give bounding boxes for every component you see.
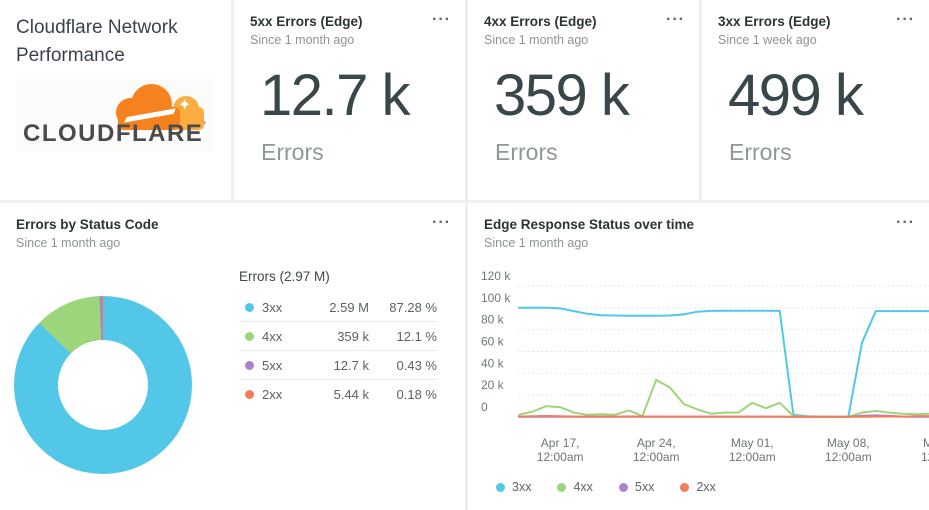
series-color-dot (618, 482, 628, 492)
card-subtitle: Since 1 month ago (484, 33, 589, 47)
series-percent: 12.1 % (396, 328, 437, 344)
stat-value: 12.7 k (260, 63, 411, 128)
card-title: 5xx Errors (Edge) (250, 14, 363, 29)
legend-item-5xx[interactable]: 5xx (618, 480, 655, 494)
x-axis-tick-label: May 15,12:00am (921, 436, 929, 464)
series-color-dot (496, 482, 505, 492)
series-color-dot (245, 331, 254, 341)
series-line-3xx (518, 306, 929, 418)
series-label: 3xx (512, 480, 532, 494)
card-subtitle: Since 1 month ago (250, 33, 355, 47)
stat-card-3xx: 3xx Errors (Edge) Since 1 week ago ··· 4… (702, 0, 929, 200)
stat-unit: Errors (261, 139, 324, 165)
edge-response-card: Edge Response Status over time Since 1 m… (468, 203, 929, 510)
series-value: 12.7 k (333, 357, 369, 373)
more-menu-icon[interactable]: ··· (432, 11, 451, 28)
series-value: 2.59 M (329, 299, 369, 315)
legend-item-2xx[interactable]: 2xx (680, 480, 716, 494)
stat-value: 499 k (728, 63, 864, 128)
y-axis-tick-label: 60 k (481, 334, 505, 348)
series-label: 4xx (573, 480, 593, 494)
more-menu-icon[interactable]: ··· (666, 11, 685, 28)
donut-legend: Errors (2.97 M) 3xx 2.59 M 87.28 % 4xx 359 k… (239, 269, 437, 408)
series-color-dot (245, 302, 254, 312)
card-title: Edge Response Status over time (484, 217, 695, 232)
donut-legend-row[interactable]: 5xx 12.7 k 0.43 % (239, 350, 437, 379)
stat-card-4xx: 4xx Errors (Edge) Since 1 month ago ··· … (468, 0, 699, 200)
series-percent: 0.18 % (396, 386, 437, 402)
legend-item-3xx[interactable]: 3xx (496, 480, 531, 494)
series-value: 359 k (337, 328, 369, 344)
donut-legend-title: Errors (2.97 M) (239, 269, 330, 284)
series-label: 4xx (262, 328, 283, 344)
spark-icon: ✦ (178, 97, 192, 114)
stat-card-5xx: 5xx Errors (Edge) Since 1 month ago ··· … (234, 0, 465, 200)
series-label: 5xx (634, 480, 655, 494)
donut-chart[interactable] (14, 296, 192, 474)
card-subtitle: Since 1 week ago (718, 33, 817, 47)
y-axis-tick-label: 100 k (481, 291, 511, 305)
donut-legend-rows: 3xx 2.59 M 87.28 % 4xx 359 k 12.1 % 5xx 12.7 k 0… (239, 293, 437, 408)
series-color-dot (245, 389, 254, 399)
series-color-dot (680, 482, 690, 492)
y-axis-tick-label: 40 k (481, 356, 505, 370)
dashboard-title-card: Cloudflare Network Performance ✦ CLOUDFL… (0, 0, 231, 200)
card-title: Errors by Status Code (16, 217, 159, 232)
series-label: 2xx (696, 480, 716, 494)
series-value: 5.44 k (333, 386, 369, 402)
donut-legend-row[interactable]: 4xx 359 k 12.1 % (239, 321, 437, 350)
card-subtitle: Since 1 month ago (484, 236, 589, 250)
series-color-dot (245, 360, 254, 370)
donut-legend-row[interactable]: 2xx 5.44 k 0.18 % (239, 379, 437, 408)
more-menu-icon[interactable]: ··· (432, 214, 451, 231)
series-color-dot (557, 482, 567, 492)
cloudflare-wordmark: CLOUDFLARE’ (23, 120, 208, 147)
card-title: 3xx Errors (Edge) (718, 14, 831, 29)
stat-unit: Errors (495, 139, 558, 165)
series-label: 3xx (262, 299, 283, 315)
y-axis-tick-label: 120 k (481, 269, 511, 283)
x-axis-tick-label: Apr 24, 12:00am (633, 436, 680, 464)
x-axis-tick-label: May 01, 12:00am (729, 436, 776, 464)
stat-unit: Errors (729, 139, 792, 165)
series-percent: 0.43 % (396, 357, 437, 373)
series-line-2xx (518, 415, 929, 418)
donut-hole (58, 340, 148, 430)
series-line-4xx (518, 378, 929, 418)
y-axis-tick-label: 80 k (481, 313, 505, 327)
dashboard-title: Cloudflare Network Performance (16, 17, 178, 66)
x-axis-tick-label: May 08, 12:00am (825, 436, 872, 464)
series-label: 5xx (262, 357, 283, 373)
x-axis-tick-label: Apr 17, 12:00am (537, 436, 584, 464)
y-axis-tick-label: 0 (481, 400, 488, 414)
more-menu-icon[interactable]: ··· (896, 11, 915, 28)
card-subtitle: Since 1 month ago (16, 236, 121, 250)
line-chart[interactable]: 0 20 k 40 k 60 k 80 k 100 k 120 k Apr 17, 12:00a… (468, 203, 929, 510)
cloudflare-cloud-icon: ✦ (116, 84, 206, 132)
card-title: 4xx Errors (Edge) (484, 14, 597, 29)
y-axis-tick-label: 20 k (481, 378, 505, 392)
series-label: 2xx (262, 386, 283, 402)
errors-by-status-card: Errors by Status Code Since 1 month ago … (0, 203, 465, 510)
series-percent: 87.28 % (389, 299, 437, 315)
cloudflare-logo: ✦ CLOUDFLARE’ (16, 79, 213, 152)
legend-item-4xx[interactable]: 4xx (557, 480, 593, 494)
more-menu-icon[interactable]: ··· (896, 214, 915, 231)
donut-legend-row[interactable]: 3xx 2.59 M 87.28 % (239, 293, 437, 321)
line-chart-legend: 3xx 4xx 5xx 2xx (496, 480, 716, 494)
stat-value: 359 k (494, 63, 630, 128)
